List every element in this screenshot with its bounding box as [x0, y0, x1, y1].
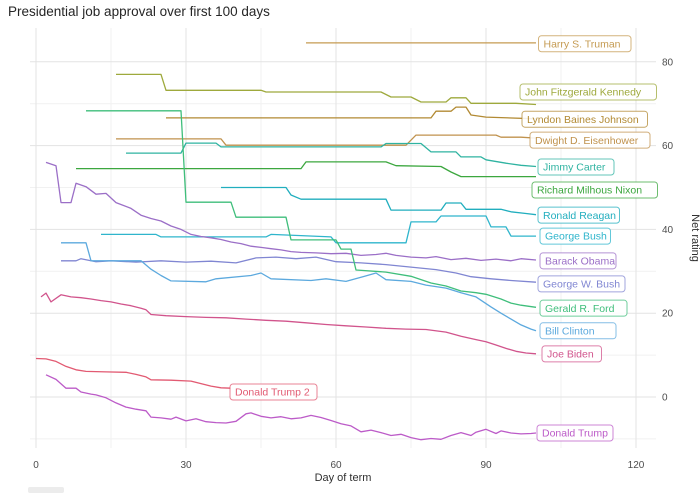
series-line-ford: [86, 110, 537, 308]
series-line-reagan: [221, 186, 537, 216]
series-line-bush_sr: [101, 215, 536, 244]
x-tick-label: 30: [180, 460, 192, 471]
y-tick-label: 80: [662, 57, 674, 68]
series-line-eisenhower: [116, 134, 537, 146]
series-line-nixon: [76, 161, 536, 178]
series-label-box-ford: [539, 299, 628, 317]
series-label-box-bush_jr: [537, 275, 626, 293]
x-axis-title: Day of term: [315, 472, 372, 484]
series-label-box-nixon: [531, 181, 658, 199]
series-label-box-carter: [537, 158, 615, 176]
series-line-biden: [40, 292, 537, 355]
x-tick-label: 120: [628, 460, 645, 471]
series-line-johnson: [166, 106, 537, 120]
series-label-bush_jr: George W. Bush: [543, 278, 620, 290]
series-label-nixon: Richard Milhous Nixon: [537, 185, 642, 197]
series-label-eisenhower: Dwight D. Eisenhower: [535, 135, 639, 147]
series-label-truman: Harry S. Truman: [544, 38, 621, 50]
chart-title: Presidential job approval over first 100…: [8, 4, 270, 19]
y-tick-label: 20: [662, 309, 674, 320]
y-tick-label: 40: [662, 225, 674, 236]
series-label-box-bush_sr: [539, 227, 611, 245]
series-line-trump_1: [45, 374, 537, 441]
series-label-box-trump_2: [229, 383, 318, 401]
series-label-box-reagan: [537, 206, 620, 224]
series-label-biden: Joe Biden: [547, 348, 594, 360]
x-tick-label: 60: [330, 460, 342, 471]
series-line-clinton: [61, 242, 537, 332]
series-label-bush_sr: George Bush: [545, 231, 607, 243]
series-label-box-biden: [541, 345, 602, 363]
series-label-kennedy: John Fitzgerald Kennedy: [525, 87, 642, 99]
series-line-obama: [45, 161, 537, 262]
series-line-carter: [126, 142, 537, 168]
y-tick-label: 0: [662, 393, 668, 404]
series-line-kennedy: [116, 73, 537, 106]
series-label-box-trump_1: [536, 424, 614, 442]
x-tick-label: 0: [33, 460, 39, 471]
series-label-johnson: Lyndon Baines Johnson: [527, 114, 639, 126]
series-label-box-truman: [538, 35, 632, 53]
y-tick-label: 60: [662, 141, 674, 152]
series-label-box-kennedy: [519, 83, 657, 101]
y-axis-title: Net rating: [689, 214, 700, 262]
series-label-obama: Barack Obama: [545, 255, 615, 267]
series-label-trump_2: Donald Trump 2: [235, 387, 310, 399]
series-label-box-clinton: [539, 322, 617, 340]
watermark: [28, 487, 64, 493]
series-label-ford: Gerald R. Ford: [545, 303, 615, 315]
series-label-box-johnson: [521, 110, 648, 128]
series-label-clinton: Bill Clinton: [545, 325, 595, 337]
series-label-box-obama: [539, 252, 617, 270]
series-label-trump_1: Donald Trump: [542, 428, 608, 440]
series-label-box-eisenhower: [529, 131, 651, 149]
series-line-trump_2: [35, 357, 232, 389]
series-label-carter: Jimmy Carter: [543, 162, 606, 174]
x-tick-label: 90: [480, 460, 492, 471]
series-label-reagan: Ronald Reagan: [543, 210, 616, 222]
